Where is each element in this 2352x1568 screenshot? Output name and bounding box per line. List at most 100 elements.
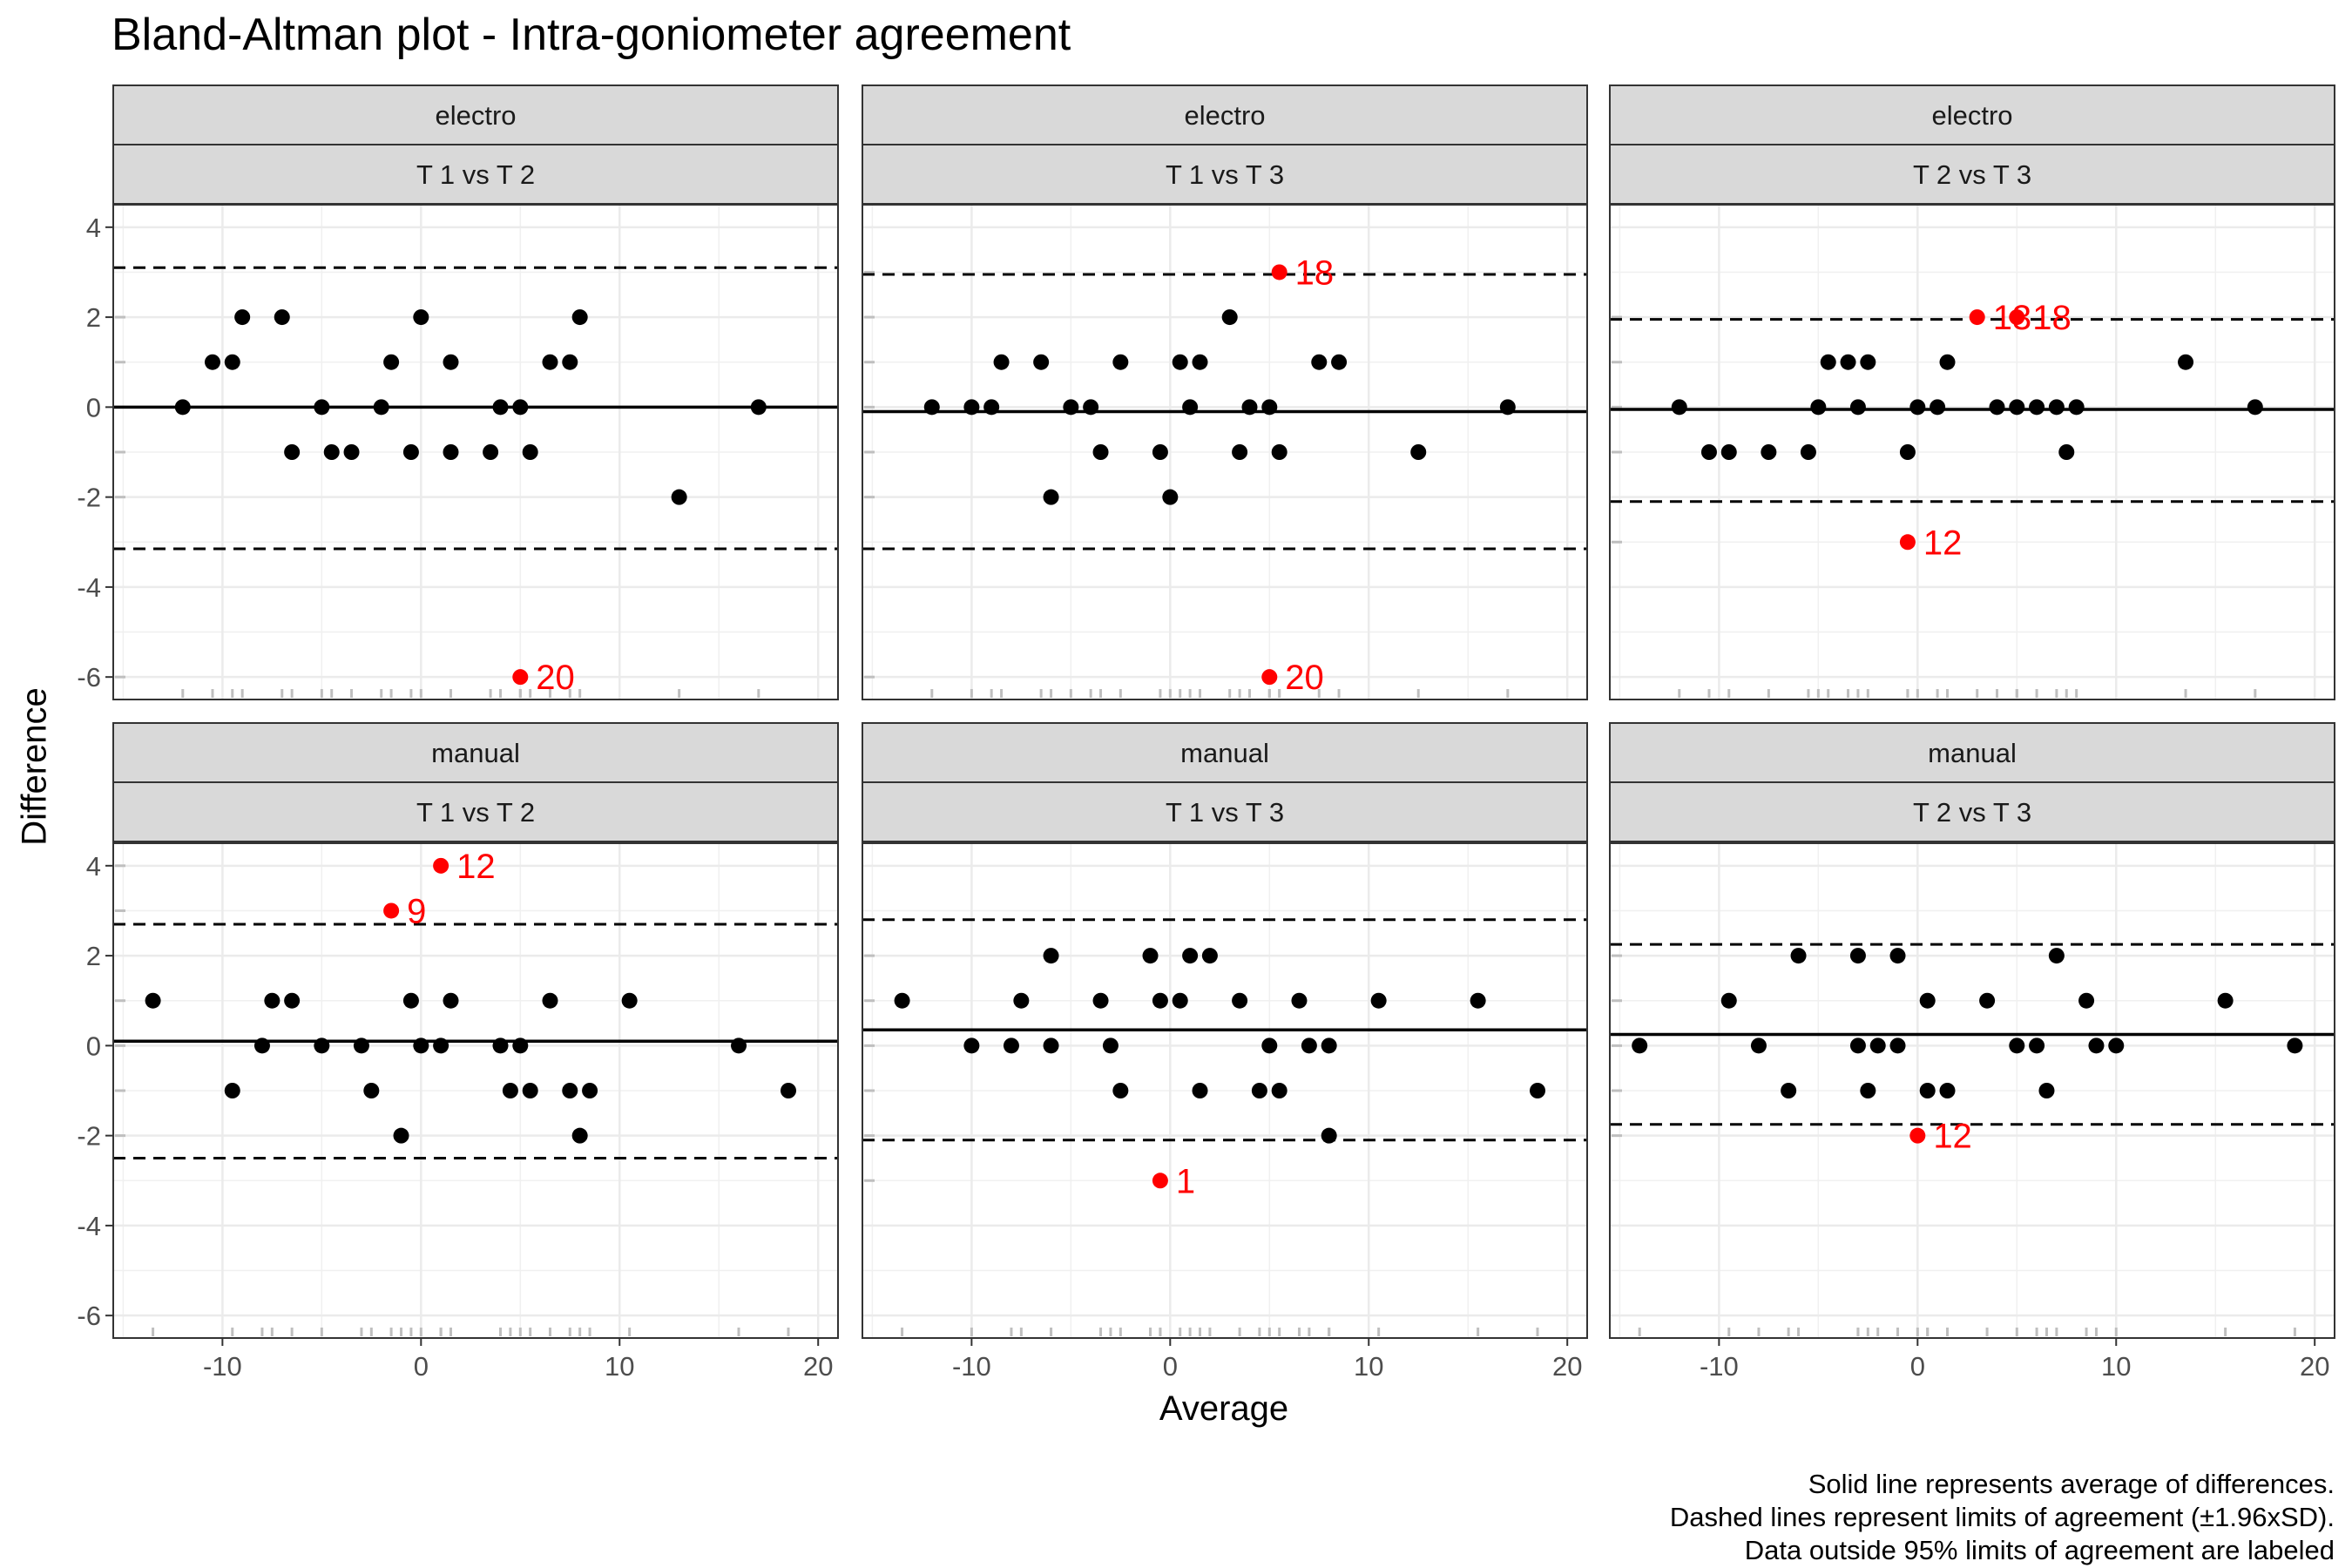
- data-point: [373, 399, 389, 416]
- x-tick-label: 10: [1354, 1351, 1383, 1382]
- data-point: [234, 309, 251, 326]
- data-point: [1311, 354, 1328, 370]
- data-point: [383, 354, 400, 370]
- data-point: [443, 354, 459, 370]
- data-point: [1043, 948, 1059, 964]
- data-point: [1820, 354, 1836, 370]
- outlier-label: 18: [1295, 253, 1335, 292]
- data-point: [2048, 399, 2065, 416]
- data-point: [413, 1037, 429, 1054]
- data-point: [492, 1037, 509, 1054]
- data-point: [1172, 992, 1188, 1009]
- x-tick-label: 20: [803, 1351, 833, 1382]
- data-point: [1092, 992, 1109, 1009]
- data-point: [402, 444, 419, 460]
- facet-strip-method: [112, 84, 839, 145]
- data-point: [483, 444, 499, 460]
- data-point: [1291, 992, 1308, 1009]
- facet-strip-method: [112, 722, 839, 783]
- panel-border: [1609, 842, 2335, 1339]
- data-point: [1043, 489, 1059, 505]
- data-point: [363, 1083, 380, 1098]
- data-point: [1979, 992, 1996, 1009]
- facet-strip-method-label: electro: [1931, 100, 2012, 131]
- data-point: [443, 444, 459, 460]
- data-point: [731, 1037, 747, 1054]
- outlier-label: 20: [1285, 659, 1324, 697]
- caption-line-3: Data outside 95% limits of agreement are…: [1744, 1535, 2335, 1565]
- data-point: [1849, 948, 1866, 964]
- data-point: [1192, 1083, 1208, 1098]
- data-point: [1632, 1037, 1648, 1054]
- data-point: [1232, 992, 1248, 1009]
- caption-line-1: Solid line represents average of differe…: [1808, 1469, 2335, 1499]
- data-point: [2247, 399, 2263, 416]
- data-point: [1909, 399, 1926, 416]
- data-point: [2068, 399, 2085, 416]
- data-point: [1063, 399, 1079, 416]
- data-point: [443, 992, 459, 1009]
- data-point: [963, 399, 980, 416]
- x-tick-label: 20: [2300, 1351, 2329, 1382]
- data-point: [353, 1037, 369, 1054]
- y-tick-label: 0: [86, 1031, 101, 1061]
- x-tick-label: -10: [203, 1351, 242, 1382]
- data-point: [542, 992, 558, 1009]
- data-point: [145, 992, 161, 1009]
- data-point: [2078, 992, 2095, 1009]
- facet-strip-comparison-label: T 1 vs T 3: [1166, 159, 1284, 190]
- facet-strip-comparison: [862, 781, 1588, 842]
- data-point: [522, 444, 538, 460]
- y-tick-label: 2: [86, 941, 101, 971]
- data-point: [1840, 354, 1856, 370]
- facet-strip-method-label: manual: [1928, 738, 2017, 768]
- data-point: [2178, 354, 2194, 370]
- data-point: [413, 309, 429, 326]
- panel-border: [862, 842, 1588, 1339]
- data-point: [1899, 444, 1916, 460]
- data-point: [1102, 1037, 1119, 1054]
- data-point: [174, 399, 191, 416]
- data-point: [1750, 1037, 1767, 1054]
- y-tick-label: -6: [77, 662, 101, 693]
- data-point: [2108, 1037, 2125, 1054]
- facet-strip-method-label: manual: [1180, 738, 1269, 768]
- data-point: [1013, 992, 1030, 1009]
- data-point: [750, 399, 767, 416]
- data-point: [671, 489, 687, 505]
- outlier-point: [1909, 1127, 1926, 1144]
- data-point: [963, 1037, 980, 1054]
- data-point: [1800, 444, 1816, 460]
- facet-strip-method-label: manual: [431, 738, 520, 768]
- outlier-label: 18: [2032, 299, 2072, 337]
- data-point: [1251, 1083, 1267, 1098]
- data-point: [2009, 1037, 2025, 1054]
- x-axis-label: Average: [1159, 1389, 1289, 1428]
- outlier-point: [2009, 309, 2025, 326]
- data-point: [1261, 1037, 1278, 1054]
- data-point: [323, 444, 340, 460]
- data-point: [1860, 1083, 1876, 1098]
- data-point: [983, 399, 1000, 416]
- data-point: [264, 992, 280, 1009]
- data-point: [1003, 1037, 1019, 1054]
- data-point: [204, 354, 220, 370]
- data-point: [2048, 948, 2065, 964]
- outlier-label: 12: [1923, 524, 1963, 562]
- data-point: [1869, 1037, 1886, 1054]
- facet-strip-method-label: electro: [435, 100, 516, 131]
- x-tick-label: 20: [1552, 1351, 1582, 1382]
- data-point: [1261, 399, 1278, 416]
- data-point: [1919, 992, 1936, 1009]
- y-tick-label: -6: [77, 1301, 101, 1331]
- data-point: [2088, 1037, 2105, 1054]
- data-point: [1939, 354, 1956, 370]
- data-point: [1849, 1037, 1866, 1054]
- panel-border: [1609, 204, 2335, 700]
- data-point: [2287, 1037, 2303, 1054]
- data-point: [284, 444, 301, 460]
- data-point: [1530, 1083, 1546, 1098]
- data-point: [2217, 992, 2234, 1009]
- data-point: [1092, 444, 1109, 460]
